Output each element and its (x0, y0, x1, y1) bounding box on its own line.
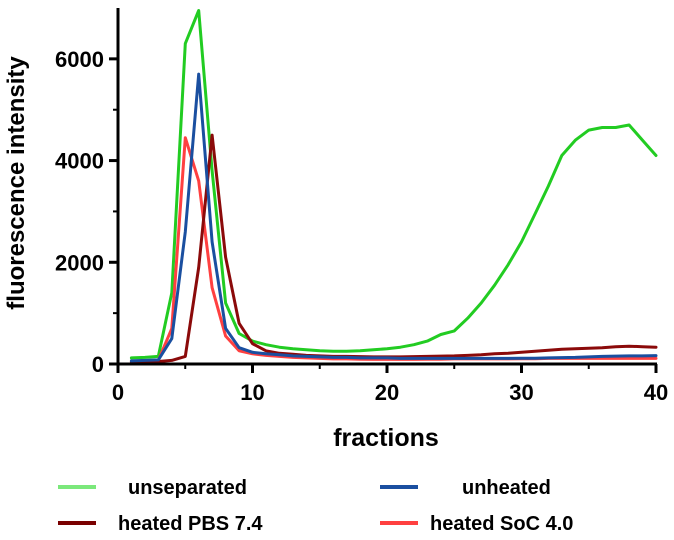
legend-label-1: unseparated (128, 477, 247, 499)
legend-label-2: unheated (462, 477, 551, 499)
series-line-4 (129, 136, 658, 363)
y-tick-label: 6000 (55, 47, 104, 72)
legend: unseparated unheated heated PBS 7.4 heated … (58, 477, 573, 535)
series-line-1 (129, 9, 658, 360)
x-tick-label: 10 (240, 380, 264, 405)
x-tick-label: 40 (644, 380, 668, 405)
y-tick-label: 4000 (55, 149, 104, 174)
legend-label-4: heated SoC 4.0 (430, 513, 573, 535)
x-tick-label: 30 (509, 380, 533, 405)
x-tick-label: 0 (112, 380, 124, 405)
series-line-3 (129, 133, 658, 364)
legend-label-3: heated PBS 7.4 (118, 513, 263, 535)
y-axis-label: fluorescence intensity (3, 56, 30, 310)
y-tick-label: 2000 (55, 250, 104, 275)
plot-lines (129, 9, 658, 364)
series-line-2 (129, 72, 658, 363)
axes: 0 2000 4000 6000 0 10 20 30 40 (55, 8, 668, 405)
y-tick-label: 0 (92, 352, 104, 377)
x-tick-label: 20 (375, 380, 399, 405)
x-axis-label: fractions (333, 424, 439, 452)
